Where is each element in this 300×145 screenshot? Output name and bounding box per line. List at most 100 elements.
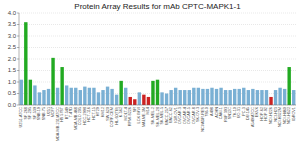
y-axis: 0.00.51.01.52.02.53.03.54.0 (8, 10, 19, 108)
bar (142, 95, 145, 105)
bar (269, 97, 272, 105)
bar (70, 88, 73, 105)
y-tick (17, 82, 19, 83)
bar (274, 90, 277, 105)
bar (51, 58, 54, 105)
bar (260, 90, 263, 105)
x-tick-label: HCC-2998 (83, 107, 87, 125)
x-tick-label: NCI-H226 (269, 107, 273, 124)
x-tick-label: OVCAR-8 (192, 107, 196, 124)
x-tick-label: NCI-H322M (278, 107, 282, 127)
bar (38, 92, 41, 105)
bar (74, 88, 77, 105)
bar (156, 80, 159, 105)
y-tick (17, 93, 19, 94)
bar (65, 85, 68, 105)
y-tick (17, 36, 19, 37)
y-tick (17, 70, 19, 71)
grid-line (19, 36, 296, 37)
x-tick-label: UO-31 (237, 107, 241, 118)
x-tick-label: UACC-257 (165, 107, 169, 125)
x-axis: U251-ATCCSF-268SF-295SF-539SNB-19SNB-75U… (19, 106, 295, 141)
bar (133, 99, 136, 105)
bar (138, 92, 141, 105)
x-tick-label: SN12C (228, 107, 232, 119)
bars (20, 22, 296, 105)
x-tick-label: RXF 393 (224, 107, 228, 122)
x-tick-label: OVCAR-4 (183, 107, 187, 124)
bar (210, 88, 213, 105)
bar (251, 89, 254, 105)
x-tick-label: HCT-116 (87, 107, 91, 122)
bar (124, 88, 127, 105)
x-tick-label: NCI-H522 (287, 107, 291, 124)
x-tick-label: M14 (146, 107, 150, 114)
x-tick-label: BT-549 (65, 107, 69, 119)
bar (219, 88, 222, 105)
x-tick-label: KM12 (101, 107, 105, 117)
bar (110, 89, 113, 105)
bar (151, 81, 154, 105)
bar (29, 80, 32, 105)
bar (287, 67, 290, 105)
x-tick-label: HT29 (96, 107, 100, 116)
bar (247, 90, 250, 105)
y-tick-label: 3.5 (8, 21, 17, 27)
x-axis-line (19, 105, 296, 106)
grid-line (19, 47, 296, 48)
x-tick-label: IGR-OV1 (174, 107, 178, 123)
x-tick-label: U251 (47, 107, 51, 116)
x-tick-label: MCF7 (51, 107, 55, 117)
x-tick-label: SNB-75 (42, 107, 46, 120)
y-tick-label: 0.0 (8, 102, 17, 108)
bar (206, 89, 209, 105)
x-tick-label: SW-620 (106, 107, 110, 121)
x-tick-label: UACC-62 (169, 107, 173, 123)
bar (292, 90, 295, 105)
bar (129, 97, 132, 105)
x-tick-label: A549/ATCC (251, 107, 255, 127)
bar (192, 88, 195, 105)
y-tick-label: 2.5 (8, 44, 17, 50)
bar (88, 88, 91, 105)
x-tick-label: NCI-H460 (283, 107, 287, 124)
grid-line (19, 13, 296, 14)
bar (33, 85, 36, 105)
chart: Protein Array Results for mAb CPTC-MAPK1… (0, 0, 300, 145)
x-tick-label: U251-ATCC (19, 107, 23, 128)
bar (188, 90, 191, 105)
y-tick-label: 2.0 (8, 56, 17, 62)
x-tick-label: RPMI-8226 (128, 107, 132, 126)
x-tick-label: HOP-62 (260, 107, 264, 121)
grid (19, 13, 296, 105)
y-tick-label: 1.0 (8, 79, 17, 85)
x-tick-label: SK-OV-3 (196, 107, 200, 122)
x-tick-label: SF-295 (28, 107, 32, 119)
y-tick (17, 59, 19, 60)
x-tick-label: HS 578T (60, 106, 64, 122)
x-tick-label: HOP-92 (264, 107, 268, 121)
bar (165, 94, 168, 106)
bar (42, 90, 45, 105)
bar (238, 89, 241, 105)
x-tick-label: 786-0 (205, 107, 209, 117)
bar (278, 88, 281, 105)
x-tick-label: K-562 (119, 107, 123, 117)
y-tick-label: 1.5 (8, 67, 17, 73)
x-tick-label: OVCAR-5 (187, 107, 191, 124)
x-tick-label: IGROV1 (292, 107, 296, 121)
bar (197, 88, 200, 105)
bar (24, 22, 27, 105)
bar (115, 95, 118, 105)
bar (256, 90, 259, 105)
x-tick-label: T-47D (69, 107, 73, 118)
x-tick-label: HCT-15 (92, 107, 96, 120)
bar (174, 88, 177, 105)
y-tick-label: 0.5 (8, 90, 17, 96)
x-tick-label: MDA-MB-468 (74, 107, 78, 130)
x-tick-label: LOX IMVI (137, 107, 141, 123)
bar (101, 90, 104, 105)
bar (20, 80, 23, 105)
bar (160, 92, 163, 105)
title: Protein Array Results for mAb CPTC-MAPK1… (74, 2, 241, 11)
